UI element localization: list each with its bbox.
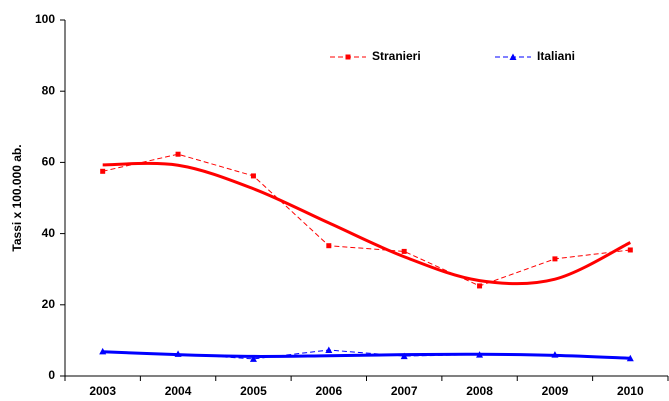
marker bbox=[175, 151, 181, 157]
marker bbox=[626, 354, 634, 362]
marker bbox=[326, 243, 332, 249]
trend-line bbox=[102, 161, 631, 286]
marker bbox=[99, 347, 107, 355]
legend-label: Stranieri bbox=[372, 49, 421, 63]
x-tick-label: 2005 bbox=[240, 384, 267, 398]
x-tick-label: 2007 bbox=[391, 384, 418, 398]
y-tick-label: 0 bbox=[48, 368, 55, 382]
x-tick-label: 2008 bbox=[466, 384, 493, 398]
series-line bbox=[102, 153, 631, 287]
marker bbox=[174, 350, 182, 357]
x-tick-label: 2009 bbox=[542, 384, 569, 398]
marker bbox=[345, 54, 351, 60]
marker bbox=[476, 351, 484, 358]
marker bbox=[250, 173, 256, 179]
y-axis-label: Tassi x 100.000 ab. bbox=[10, 144, 24, 251]
marker bbox=[627, 247, 633, 253]
marker bbox=[325, 346, 333, 354]
marker bbox=[100, 168, 106, 174]
x-tick-label: 2004 bbox=[165, 384, 192, 398]
series-line bbox=[102, 349, 631, 360]
marker bbox=[400, 352, 408, 360]
marker bbox=[477, 283, 483, 289]
y-tick-label: 40 bbox=[42, 226, 56, 240]
y-tick-label: 100 bbox=[35, 12, 55, 26]
x-tick-label: 2006 bbox=[315, 384, 342, 398]
x-tick-label: 2010 bbox=[617, 384, 644, 398]
marker bbox=[249, 355, 257, 362]
marker bbox=[551, 351, 559, 358]
legend-label: Italiani bbox=[537, 49, 575, 63]
y-tick-label: 80 bbox=[42, 83, 56, 97]
y-tick-label: 60 bbox=[42, 155, 56, 169]
marker bbox=[401, 248, 407, 254]
marker bbox=[509, 53, 517, 60]
marker bbox=[552, 256, 558, 262]
x-tick-label: 2003 bbox=[89, 384, 116, 398]
y-tick-label: 20 bbox=[42, 297, 56, 311]
